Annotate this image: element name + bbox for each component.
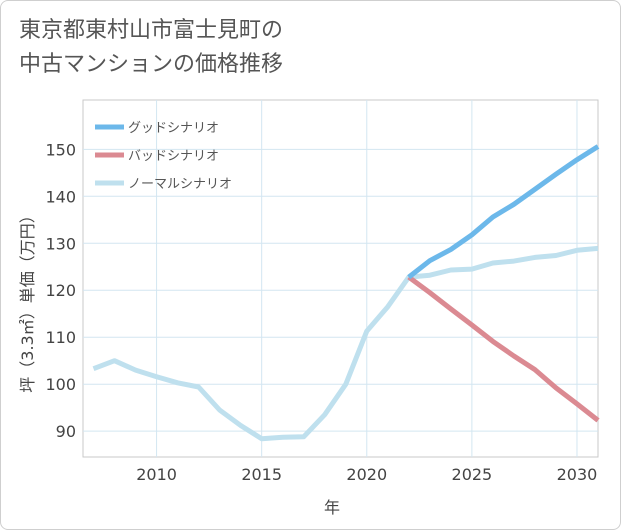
- chart-title-line1: 東京都東村山市富士見町の: [19, 18, 284, 43]
- series-line-0: [407, 144, 600, 280]
- y-tick-labels: 90 100 110 120 130 140 150: [45, 140, 76, 441]
- series-lines: [92, 144, 600, 442]
- x-tick-2025: 2025: [452, 465, 493, 484]
- x-tick-2020: 2020: [346, 465, 387, 484]
- y-tick-120: 120: [45, 281, 76, 300]
- grid-lines: [83, 100, 598, 457]
- chart-title: 東京都東村山市富士見町の 中古マンションの価格推移: [19, 14, 283, 82]
- legend-label-0: グッドシナリオ: [128, 121, 219, 136]
- y-tick-100: 100: [45, 375, 76, 394]
- y-tick-150: 150: [45, 140, 76, 159]
- x-tick-2015: 2015: [241, 465, 282, 484]
- series-line-2: [92, 245, 599, 442]
- chart-title-line2: 中古マンションの価格推移: [19, 52, 284, 77]
- y-axis-label: 坪（3.3㎡）単価（万円）: [18, 207, 37, 392]
- y-tick-110: 110: [45, 328, 76, 347]
- x-tick-2010: 2010: [136, 465, 177, 484]
- x-tick-2030: 2030: [557, 465, 598, 484]
- y-tick-140: 140: [45, 187, 76, 206]
- x-tick-labels: 2010 2015 2020 2025 2030: [136, 465, 597, 484]
- legend-label-1: バッドシナリオ: [128, 149, 219, 164]
- plot-area: [82, 99, 599, 458]
- series-line-1: [407, 275, 600, 423]
- y-tick-90: 90: [56, 422, 76, 441]
- legend-label-2: ノーマルシナリオ: [128, 177, 232, 192]
- y-tick-130: 130: [45, 234, 76, 253]
- x-axis-label: 年: [324, 498, 340, 517]
